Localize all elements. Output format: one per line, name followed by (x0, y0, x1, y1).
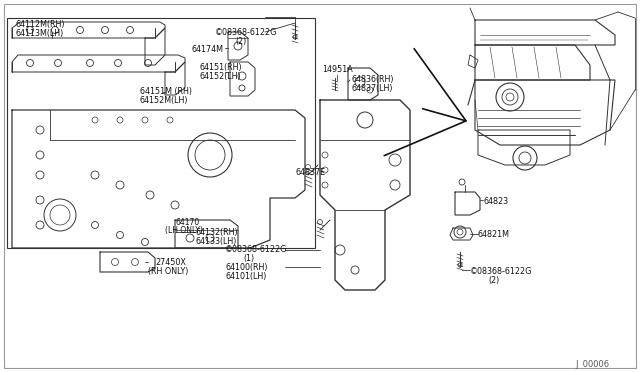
Text: 64133(LH): 64133(LH) (195, 237, 236, 246)
Text: 64152(LH): 64152(LH) (200, 72, 242, 81)
Text: (LH ONLY): (LH ONLY) (165, 226, 203, 235)
Text: J  00006: J 00006 (575, 360, 609, 369)
Text: 64836(RH): 64836(RH) (352, 75, 394, 84)
Text: 64113M(LH): 64113M(LH) (15, 29, 63, 38)
Text: 64101(LH): 64101(LH) (225, 272, 266, 281)
Text: ©08368-6122G: ©08368-6122G (225, 245, 287, 254)
Text: (2): (2) (488, 276, 499, 285)
Text: 64821M: 64821M (478, 230, 510, 239)
Text: 64152M(LH): 64152M(LH) (140, 96, 189, 105)
Text: (2): (2) (235, 37, 246, 46)
Text: 64100(RH): 64100(RH) (225, 263, 268, 272)
Text: (RH ONLY): (RH ONLY) (148, 267, 188, 276)
Text: 64837E: 64837E (296, 168, 326, 177)
Text: 14951A: 14951A (322, 65, 353, 74)
Text: 27450X: 27450X (155, 258, 186, 267)
Text: 64174M: 64174M (192, 45, 224, 54)
Text: 64132(RH): 64132(RH) (195, 228, 237, 237)
Text: 64112M(RH): 64112M(RH) (15, 20, 65, 29)
Text: 64837(LH): 64837(LH) (352, 84, 394, 93)
Text: 64823: 64823 (483, 197, 508, 206)
Text: ©08368-6122G: ©08368-6122G (215, 28, 277, 37)
Text: 64151(RH): 64151(RH) (200, 63, 243, 72)
Text: ©08368-6122G: ©08368-6122G (470, 267, 532, 276)
Bar (7, 18, 315, 248)
Text: 64151M (RH): 64151M (RH) (140, 87, 192, 96)
Text: 64170: 64170 (175, 218, 199, 227)
Text: (1): (1) (243, 254, 254, 263)
